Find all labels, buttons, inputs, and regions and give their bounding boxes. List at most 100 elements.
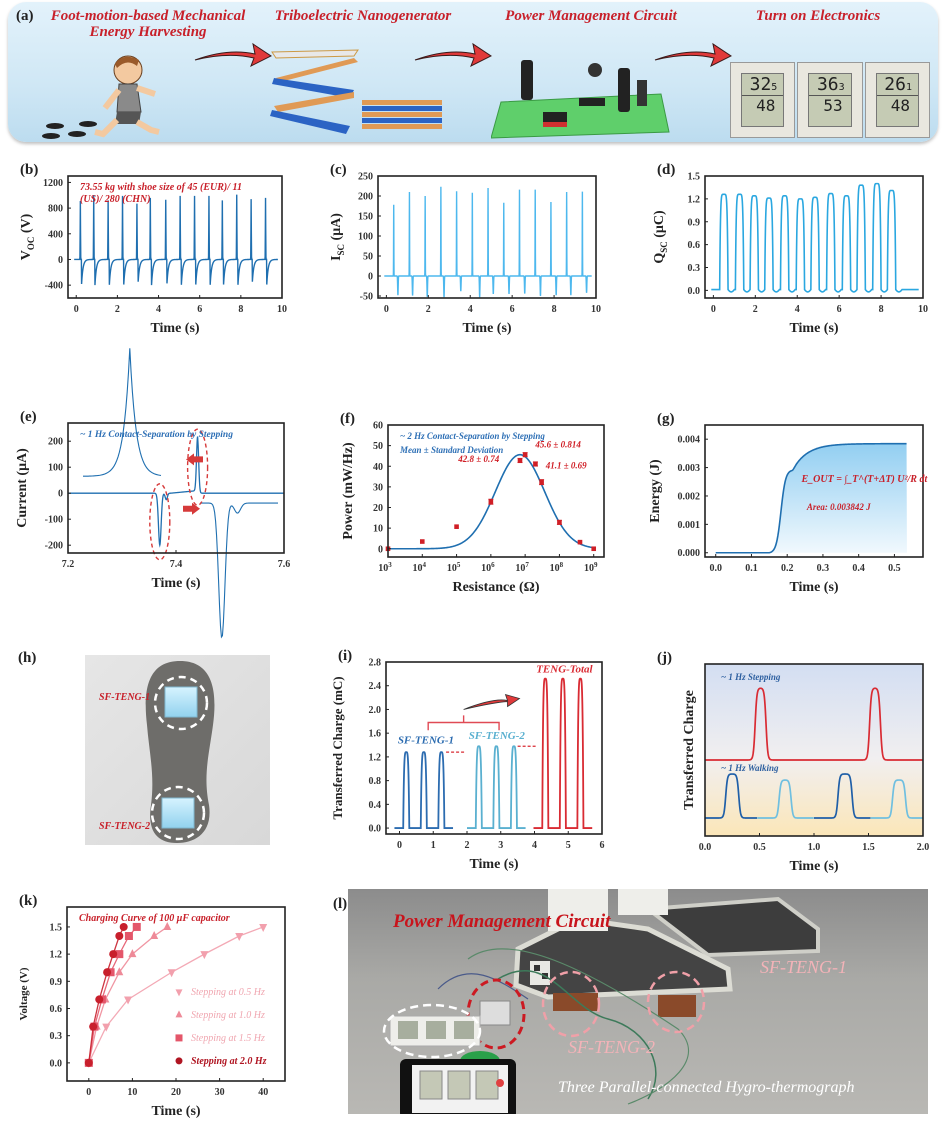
series-label: SF-TENG-2	[469, 730, 526, 742]
marker-square	[132, 922, 141, 931]
y-tick-label: 0.003	[678, 463, 701, 474]
x-tick-label: 0.5	[753, 842, 766, 853]
x-tick-label: 108	[550, 561, 564, 574]
panel-letter: (c)	[330, 162, 347, 178]
y-tick-label: 800	[48, 204, 63, 215]
y-tick-label: 1.2	[369, 752, 382, 763]
x-tick-label: 6	[837, 304, 842, 315]
y-axis-label: Current (μA)	[15, 448, 30, 528]
step-4-title: Turn on Electronics	[755, 8, 881, 24]
x-tick-label: 0.4	[852, 563, 865, 574]
x-tick-label: 1.5	[862, 842, 875, 853]
marker-triangle-up	[163, 921, 172, 930]
chart-annotation: 73.55 kg with shoe size of 45 (EUR)/ 11	[80, 182, 242, 193]
x-tick-label: 0.2	[781, 563, 794, 574]
y-tick-label: 0.9	[50, 977, 63, 988]
y-tick-label: 250	[358, 172, 373, 183]
x-tick-label: 0	[397, 840, 402, 851]
sf-teng-1-photo-label: SF-TENG-1	[760, 957, 847, 977]
x-tick-label: 6	[510, 304, 515, 315]
marker-triangle-up	[115, 967, 124, 976]
formula-label: E_OUT = ∫_T^(T+ΔT) U²/R dt	[800, 474, 928, 485]
marker-triangle-down	[175, 989, 183, 997]
circuit-board-icon	[491, 60, 670, 139]
x-tick-label: 30	[215, 1087, 225, 1098]
x-axis-label: Resistance (Ω)	[452, 580, 539, 595]
arrow-right-icon	[183, 502, 200, 515]
humidity-value: 48	[890, 96, 910, 115]
y-tick-label: 20	[373, 503, 383, 514]
x-tick-label: 0	[711, 304, 716, 315]
plot-background	[705, 664, 923, 836]
y-tick-label: 50	[363, 252, 373, 263]
chart-annotation: Mean ± Standard Deviation	[399, 445, 503, 455]
marker-circle	[115, 932, 124, 940]
x-tick-label: 0.1	[745, 563, 758, 574]
flow-arrow-1-icon	[194, 42, 272, 68]
x-tick-label: 8	[238, 304, 243, 315]
y-tick-label: 0	[58, 489, 63, 500]
chart-annotation: ~ 2 Hz Contact-Separation by Stepping	[400, 431, 545, 441]
walking-foot1-series-line	[814, 773, 871, 819]
x-tick-label: 106	[481, 561, 495, 574]
flow-arrow-3-icon	[654, 42, 732, 68]
y-tick-label: -100	[45, 515, 63, 526]
legend-label: Stepping at 2.0 Hz	[191, 1056, 267, 1067]
y-axis-label: Energy (J)	[648, 459, 663, 523]
y-tick-label: -50	[360, 292, 373, 303]
hygrothermograph-devices-icon	[389, 1015, 481, 1047]
chart-c-isc: (c) 0 2 4 6 8 10 -50 0 50 100 150 200 250 Time (s) ISC …	[329, 162, 601, 336]
panel-a-letter: (a)	[16, 8, 34, 24]
area-label: Area: 0.003842 J	[806, 502, 871, 512]
sf-teng-1-label: SF-TENG-1	[99, 692, 151, 703]
x-tick-label: 10	[591, 304, 601, 315]
hygrothermograph-1: 325 48	[730, 62, 796, 138]
marker-triangle-down	[102, 1023, 111, 1032]
marker-triangle-down	[124, 996, 133, 1005]
series-line	[88, 926, 125, 1063]
series-line	[88, 926, 138, 1063]
temp-value: 32	[749, 74, 772, 95]
y-tick-label: -200	[45, 541, 63, 552]
series-line-teng-total	[533, 677, 593, 829]
marker-square	[175, 1034, 183, 1042]
x-tick-label: 2	[426, 304, 431, 315]
y-tick-label: 0.6	[50, 1004, 63, 1015]
x-tick-label: 7.6	[278, 559, 291, 570]
chart-annotation: Charging Curve of 100 μF capacitor	[79, 913, 230, 924]
data-point	[557, 520, 562, 525]
x-tick-label: 10	[918, 304, 928, 315]
x-tick-label: 6	[197, 304, 202, 315]
x-tick-label: 2	[115, 304, 120, 315]
chart-annotation: ~ 1 Hz Contact-Separation by Stepping	[80, 430, 233, 440]
step-2-title: Triboelectric Nanogenerator	[274, 8, 452, 24]
data-label: 42.8 ± 0.74	[457, 454, 499, 464]
data-point	[591, 546, 597, 552]
chart-annotation: ~ 1 Hz Walking	[721, 763, 779, 773]
x-tick-label: 0.3	[817, 563, 830, 574]
data-label: 41.1 ± 0.69	[545, 460, 587, 470]
y-tick-label: 1.5	[50, 922, 63, 933]
energy-area-fill	[769, 443, 907, 553]
highlight-ellipse-negative	[149, 483, 171, 561]
hygrothermograph-photo-label: Three Parallel-connected Hygro-thermogra…	[558, 1079, 855, 1096]
chart-i-transferred-charge: (i) SF-TENG-1 SF-TENG-2 TENG-Total 0 1 2 3 4 5 6 0.…	[330, 648, 605, 872]
x-tick-label: 2.0	[917, 842, 930, 853]
data-point	[539, 479, 544, 485]
data-point	[533, 461, 538, 467]
hygrothermograph-2: 363 53	[797, 62, 863, 138]
x-tick-label: 105	[447, 561, 461, 574]
panel-letter: (g)	[657, 411, 675, 427]
sf-teng-2-label: SF-TENG-2	[99, 821, 151, 832]
legend-label: Stepping at 0.5 Hz	[191, 987, 265, 998]
y-tick-label: 0	[58, 255, 63, 266]
marker-triangle-up	[128, 949, 137, 958]
y-tick-label: 400	[48, 229, 63, 240]
y-tick-label: 30	[373, 482, 383, 493]
series-line-sf-teng-1	[394, 751, 454, 829]
y-tick-label: 1.2	[688, 194, 701, 205]
x-tick-label: 20	[171, 1087, 181, 1098]
x-tick-label: 0	[74, 304, 79, 315]
x-tick-label: 6	[600, 840, 605, 851]
y-tick-label: 40	[373, 462, 383, 473]
